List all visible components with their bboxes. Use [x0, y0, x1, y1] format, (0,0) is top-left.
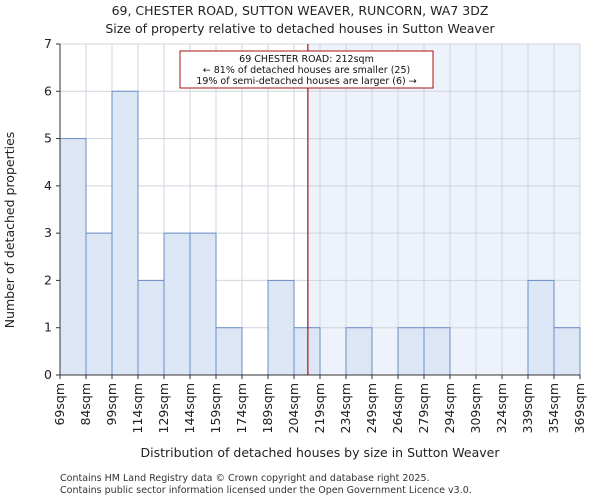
x-tick-label: 339sqm	[520, 383, 535, 433]
annotation-box	[179, 50, 434, 89]
x-tick-label: 279sqm	[416, 383, 431, 433]
chart-title: 69, CHESTER ROAD, SUTTON WEAVER, RUNCORN…	[112, 3, 489, 18]
y-tick-label: 1	[44, 320, 52, 335]
annotation-text-1: 69 CHESTER ROAD: 212sqm	[239, 54, 374, 65]
y-tick-label: 0	[44, 367, 52, 382]
x-tick-label: 249sqm	[364, 383, 379, 433]
histogram-bar	[163, 232, 191, 376]
x-tick-label: 84sqm	[78, 383, 93, 426]
histogram-bar	[85, 232, 113, 376]
chart-subtitle: Size of property relative to detached ho…	[105, 21, 495, 36]
x-tick-label: 189sqm	[260, 383, 275, 433]
x-tick-label: 144sqm	[182, 383, 197, 433]
x-tick-label: 114sqm	[130, 383, 145, 433]
y-axis-label: Number of detached properties	[2, 132, 17, 329]
y-tick-label: 2	[44, 272, 52, 287]
x-tick-label: 69sqm	[52, 383, 67, 426]
x-tick-label: 219sqm	[312, 383, 327, 433]
x-tick-label: 369sqm	[572, 383, 587, 433]
plot-area: 0 1 2 3 4 5 6 7 69sqm 84sqm 99sqm 114sqm 129sqm 144sq…	[44, 36, 587, 433]
y-tick-label: 7	[44, 36, 52, 51]
x-tick-label: 204sqm	[286, 383, 301, 433]
x-tick-label: 234sqm	[338, 383, 353, 433]
y-tick-label: 5	[44, 131, 52, 146]
x-tick-label: 294sqm	[442, 383, 457, 433]
histogram-bar	[345, 327, 373, 376]
histogram-bar	[59, 138, 87, 376]
x-tick-label: 264sqm	[390, 383, 405, 433]
histogram-bar	[137, 279, 165, 376]
histogram-bar	[215, 327, 243, 376]
histogram-bar	[189, 232, 217, 376]
x-tick-label: 324sqm	[494, 383, 509, 433]
histogram-bar	[111, 90, 139, 376]
histogram-bar	[553, 327, 581, 376]
y-tick-label: 4	[44, 178, 52, 193]
x-tick-label: 99sqm	[104, 383, 119, 426]
x-axis-label: Distribution of detached houses by size …	[141, 445, 501, 460]
x-tick-label: 174sqm	[234, 383, 249, 433]
histogram-bar	[293, 327, 321, 376]
histogram-bar	[397, 327, 425, 376]
x-tick-label: 159sqm	[208, 383, 223, 433]
x-tick-label: 354sqm	[546, 383, 561, 433]
histogram-bar	[527, 279, 555, 376]
x-tick-label: 309sqm	[468, 383, 483, 433]
footer-licence: Contains public sector information licen…	[60, 485, 472, 496]
footer-copyright: Contains HM Land Registry data © Crown c…	[60, 473, 430, 484]
y-tick-label: 6	[44, 83, 52, 98]
y-tick-label: 3	[44, 225, 52, 240]
x-tick-label: 129sqm	[156, 383, 171, 433]
annotation-text-3: 19% of semi-detached houses are larger (…	[196, 76, 416, 87]
histogram-bar	[267, 279, 295, 376]
annotation-text-2: ← 81% of detached houses are smaller (25…	[203, 65, 410, 76]
histogram-bar	[423, 327, 451, 376]
